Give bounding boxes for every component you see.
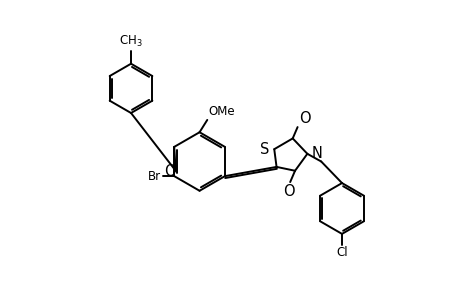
Text: Br: Br [148,169,161,183]
Text: O: O [282,184,294,199]
Text: O: O [298,110,310,125]
Text: CH$_3$: CH$_3$ [119,34,143,49]
Text: S: S [260,142,269,157]
Text: O: O [164,164,176,179]
Text: OMe: OMe [208,105,235,119]
Text: Cl: Cl [336,246,347,259]
Text: N: N [311,146,321,161]
